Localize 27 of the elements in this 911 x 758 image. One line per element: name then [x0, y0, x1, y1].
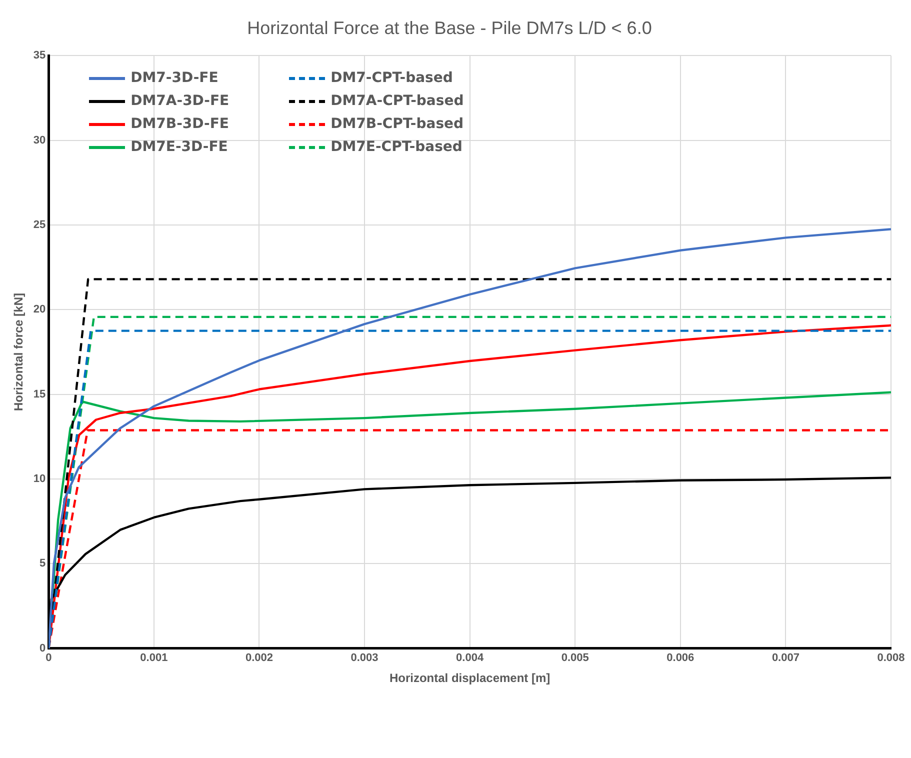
legend-label: DM7B-CPT-based — [330, 116, 464, 132]
x-tick-label: 0.005 — [561, 652, 589, 664]
y-tick-label: 35 — [33, 50, 46, 62]
legend-label: DM7A-CPT-based — [330, 93, 464, 110]
x-tick-label: 0.003 — [350, 652, 378, 664]
x-tick-label: 0.006 — [666, 652, 694, 664]
y-tick-label: 0 — [40, 642, 46, 654]
y-tick-label: 10 — [33, 473, 46, 486]
y-axis-title: Horizontal force [kN] — [12, 292, 26, 412]
y-tick-label: 25 — [33, 219, 46, 232]
x-tick-label: 0.002 — [245, 652, 273, 664]
x-tick-label: 0.008 — [877, 652, 905, 664]
y-tick-label: 15 — [33, 388, 46, 400]
legend-label: DM7-CPT-based — [330, 70, 453, 86]
legend-label: DM7-3D-FE — [130, 70, 218, 86]
x-tick-label: 0.004 — [456, 652, 484, 664]
legend-label: DM7E-3D-FE — [130, 139, 228, 156]
chart-title: Horizontal Force at the Base - Pile DM7s L/D < 6.0 — [247, 18, 652, 38]
y-tick-label: 30 — [33, 134, 46, 146]
legend-label: DM7B-3D-FE — [130, 116, 229, 132]
x-axis-title: Horizontal displacement [m] — [389, 671, 550, 686]
x-tick-label: 0.001 — [140, 652, 168, 664]
x-tick-label: 0.007 — [772, 652, 800, 664]
legend-label: DM7E-CPT-based — [330, 139, 462, 156]
y-tick-label: 20 — [33, 304, 46, 316]
y-tick-label: 5 — [40, 558, 46, 570]
legend-label: DM7A-3D-FE — [130, 93, 230, 110]
